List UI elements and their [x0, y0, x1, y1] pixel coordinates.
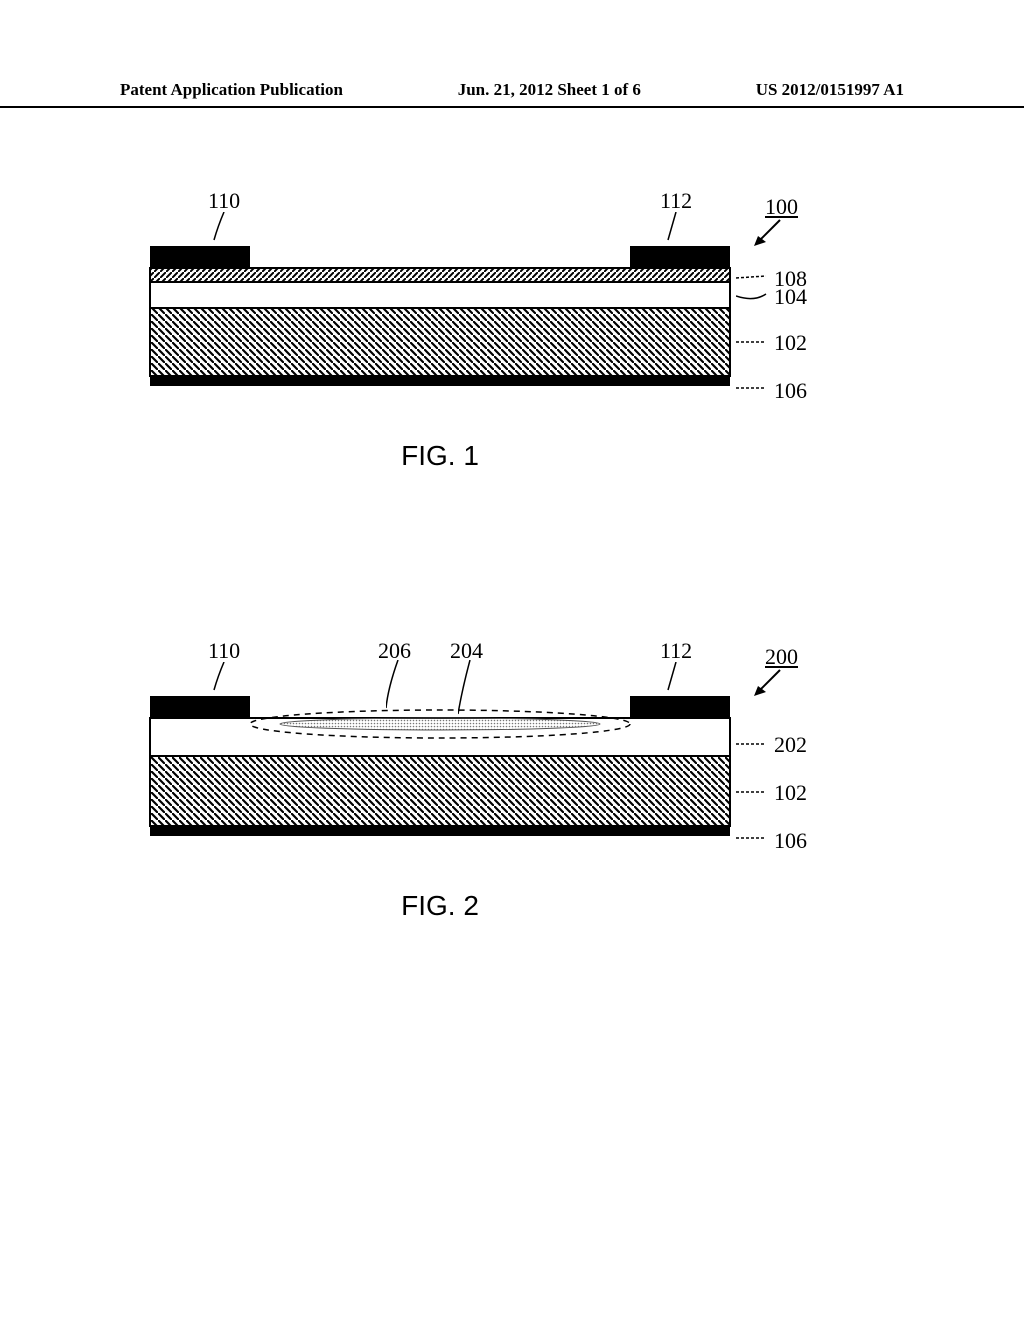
ref-200: 200: [765, 644, 798, 670]
leader-112: [662, 212, 702, 248]
fig2-caption: FIG. 2: [130, 890, 750, 922]
leader-206: [386, 660, 416, 710]
leader-110-f2: [208, 662, 248, 698]
ref-106: 106: [774, 378, 807, 404]
header-publication: Patent Application Publication: [120, 80, 343, 100]
leader-102-f2: [736, 788, 776, 798]
ref-202: 202: [774, 732, 807, 758]
ref-112: 112: [660, 188, 692, 214]
leader-202: [736, 740, 776, 750]
header-docnum: US 2012/0151997 A1: [756, 80, 904, 100]
leader-102: [736, 338, 776, 348]
leader-106: [736, 384, 776, 394]
header-date-sheet: Jun. 21, 2012 Sheet 1 of 6: [458, 80, 641, 100]
ref-110: 110: [208, 188, 240, 214]
ref-104: 104: [774, 284, 807, 310]
arrow-200: [752, 668, 782, 698]
ref-102: 102: [774, 330, 807, 356]
leader-108: [736, 274, 776, 284]
figure-2: 200 110 112 206 204 202 102 106: [130, 680, 750, 922]
leader-110: [208, 212, 248, 248]
figure-1: 100 110 112 108 104 102 106: [130, 230, 750, 472]
leader-106-f2: [736, 834, 776, 844]
leader-204: [458, 660, 488, 716]
ref-106-f2: 106: [774, 828, 807, 854]
ref-112-f2: 112: [660, 638, 692, 664]
fig1-diagram: [130, 230, 750, 410]
ref-100: 100: [765, 194, 798, 220]
ref-102-f2: 102: [774, 780, 807, 806]
fig2-diagram: [130, 680, 750, 860]
arrow-100: [752, 218, 782, 248]
leader-104: [736, 290, 776, 302]
ref-110-f2: 110: [208, 638, 240, 664]
leader-112-f2: [662, 662, 702, 698]
fig1-caption: FIG. 1: [130, 440, 750, 472]
